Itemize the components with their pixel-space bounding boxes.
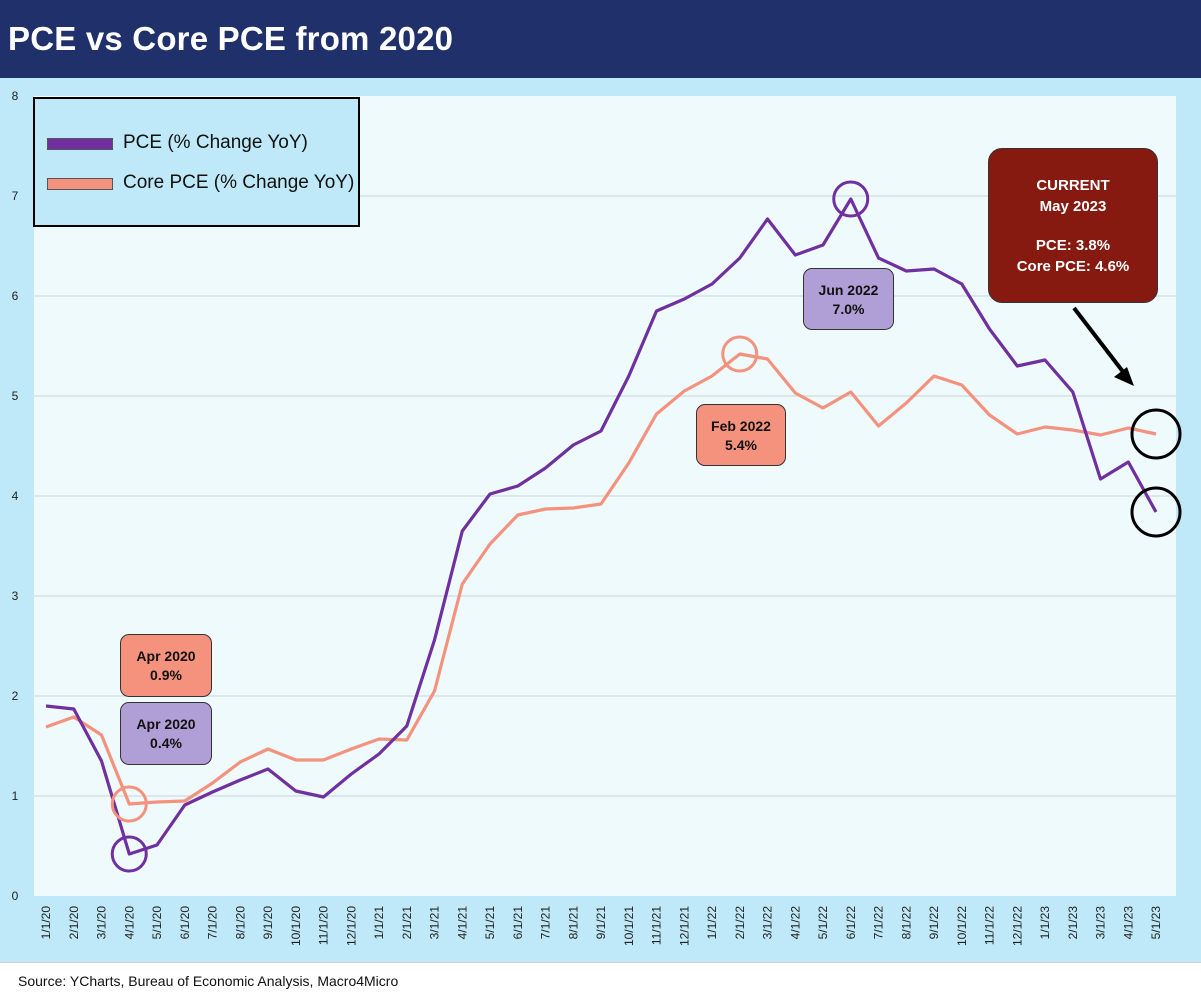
x-tick-label: 12/1/20 (344, 906, 358, 946)
y-tick-label: 7 (12, 189, 19, 203)
legend-label-core-pce: Core PCE (% Change YoY) (123, 172, 355, 193)
x-tick-label: 11/1/22 (983, 906, 997, 945)
arrow-shaft (1072, 306, 1126, 375)
highlight-circle (721, 335, 759, 373)
callout-apr2020-pce: Apr 2020 0.4% (120, 702, 212, 765)
current-core-pce: Core PCE: 4.6% (1016, 258, 1130, 275)
x-tick-label: 5/1/20 (150, 906, 164, 940)
x-tick-label: 4/1/21 (455, 906, 469, 940)
y-tick-label: 0 (12, 889, 19, 903)
highlight-circle (110, 835, 148, 873)
x-tick-label: 5/1/23 (1149, 906, 1163, 940)
y-tick-label: 8 (12, 89, 19, 103)
current-summary-box: CURRENT May 2023 PCE: 3.8% Core PCE: 4.6… (988, 148, 1158, 303)
callout-date: Apr 2020 (136, 716, 196, 732)
series-line-pce (45, 197, 1158, 856)
x-tick-label: 4/1/20 (122, 906, 136, 940)
x-tick-label: 3/1/23 (1094, 906, 1108, 940)
current-pce: PCE: 3.8% (1035, 237, 1111, 254)
callout-value: 7.0% (832, 301, 865, 317)
x-tick-label: 9/1/21 (594, 906, 608, 940)
x-tick-label: 10/1/21 (622, 906, 636, 946)
x-tick-label: 5/1/21 (483, 906, 497, 940)
x-tick-label: 2/1/23 (1066, 906, 1080, 940)
callout-value: 5.4% (725, 437, 757, 453)
legend-swatch-core-pce (47, 178, 113, 190)
y-tick-label: 3 (12, 589, 19, 603)
highlight-circle (1130, 408, 1182, 460)
callout-value: 0.4% (150, 735, 182, 751)
y-tick-label: 4 (12, 489, 19, 503)
legend: PCE (% Change YoY) Core PCE (% Change Yo… (33, 97, 360, 227)
y-tick-label: 6 (12, 289, 19, 303)
x-tick-label: 6/1/20 (178, 906, 192, 940)
line-chart: 0 1 2 3 4 5 6 7 8 1/1/20 2/1/20 3/1/20 4/1/20 5/1/20… (12, 89, 1182, 946)
x-tick-label: 5/1/22 (816, 906, 830, 940)
highlight-circle (110, 785, 148, 823)
x-tick-label: 9/1/20 (261, 906, 275, 940)
callout-date: Feb 2022 (711, 418, 771, 434)
current-label: CURRENT (1036, 177, 1110, 194)
callout-apr2020-core: Apr 2020 0.9% (120, 634, 212, 697)
x-tick-label: 2/1/22 (733, 906, 747, 940)
x-tick-label: 11/1/21 (650, 906, 664, 945)
x-tick-label: 7/1/22 (872, 906, 886, 940)
x-tick-label: 11/1/20 (317, 906, 331, 945)
x-tick-label: 8/1/20 (233, 906, 247, 940)
x-tick-label: 2/1/21 (400, 906, 414, 940)
page-title: PCE vs Core PCE from 2020 (8, 20, 454, 57)
x-tick-label: 3/1/21 (428, 906, 442, 940)
x-axis-ticks: 1/1/20 2/1/20 3/1/20 4/1/20 5/1/20 6/1/20 7/1/… (39, 906, 1163, 946)
y-tick-label: 2 (12, 689, 19, 703)
x-tick-label: 1/1/23 (1038, 906, 1052, 940)
x-tick-label: 3/1/22 (761, 906, 775, 940)
source-bar: Source: YCharts, Bureau of Economic Anal… (0, 962, 1201, 1001)
series-lines (45, 197, 1158, 856)
x-tick-label: 6/1/21 (511, 906, 525, 940)
x-tick-label: 7/1/20 (206, 906, 220, 940)
x-tick-label: 10/1/22 (955, 906, 969, 946)
highlight-circles (110, 180, 1182, 873)
x-tick-label: 12/1/21 (677, 906, 691, 946)
x-tick-label: 4/1/23 (1121, 906, 1135, 940)
highlight-circle (1130, 486, 1182, 538)
callout-date: Jun 2022 (818, 282, 879, 298)
x-tick-label: 7/1/21 (539, 906, 553, 940)
highlight-circle (832, 180, 870, 218)
arrow-head (1114, 367, 1134, 386)
y-tick-label: 5 (12, 389, 19, 403)
callout-jun2022-pce: Jun 2022 7.0% (803, 268, 894, 330)
current-date: May 2023 (1039, 198, 1107, 215)
x-tick-label: 1/1/21 (372, 906, 386, 940)
title-bar: PCE vs Core PCE from 2020 (0, 0, 1201, 78)
x-tick-label: 4/1/22 (788, 906, 802, 940)
callout-feb2022-core: Feb 2022 5.4% (696, 404, 786, 466)
x-tick-label: 2/1/20 (67, 906, 81, 940)
legend-label-pce: PCE (% Change YoY) (123, 132, 308, 153)
source-note: Source: YCharts, Bureau of Economic Anal… (18, 973, 399, 989)
current-arrow (1072, 306, 1134, 386)
x-tick-label: 8/1/22 (899, 906, 913, 940)
x-tick-label: 12/1/22 (1010, 906, 1024, 946)
x-tick-label: 3/1/20 (95, 906, 109, 940)
x-tick-label: 10/1/20 (289, 906, 303, 946)
x-tick-label: 6/1/22 (844, 906, 858, 940)
x-tick-label: 9/1/22 (927, 906, 941, 940)
series-line-core-pce (45, 352, 1157, 806)
callout-value: 0.9% (150, 667, 182, 683)
legend-swatch-pce (47, 138, 113, 150)
x-tick-label: 8/1/21 (566, 906, 580, 940)
y-axis-ticks: 0 1 2 3 4 5 6 7 8 (12, 89, 19, 903)
x-tick-label: 1/1/20 (39, 906, 53, 940)
y-tick-label: 1 (12, 789, 19, 803)
callout-date: Apr 2020 (136, 648, 196, 664)
x-tick-label: 1/1/22 (705, 906, 719, 940)
